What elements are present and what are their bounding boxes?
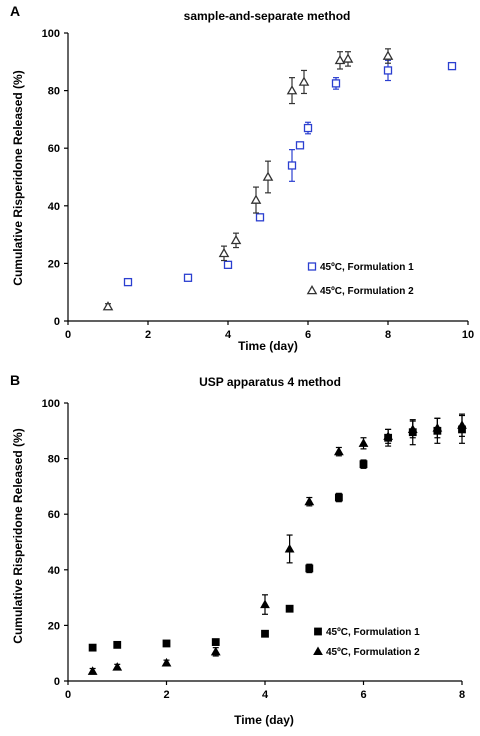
panel-a-x-tick-label: 4 — [225, 329, 232, 341]
panel-a-data-point — [342, 53, 354, 63]
panel-b-data-point — [383, 431, 394, 440]
panel-b-data-point — [284, 543, 295, 553]
panel-b-letter: B — [10, 372, 20, 388]
panel-b-data-point — [285, 604, 294, 613]
panel-a-data-point — [102, 301, 114, 311]
panel-a-data-point — [298, 76, 310, 86]
panel-b-data-point — [304, 496, 315, 506]
panel-a-x-tick-label: 8 — [385, 329, 391, 341]
panel-b-x-tick-label: 6 — [360, 689, 366, 701]
panel-a-data-point — [218, 247, 230, 258]
panel-b-y-tick-label: 0 — [54, 676, 60, 688]
panel-a-data-point — [255, 213, 265, 222]
panel-a-letter: A — [10, 3, 20, 19]
panel-a-data-point — [250, 194, 262, 204]
panel-a-series-1 — [123, 59, 457, 287]
panel-b-data-point — [333, 446, 344, 456]
panel-b-data-point — [211, 638, 220, 646]
panel-b-x-tick-label: 2 — [163, 689, 169, 701]
panel-a-y-tick-label: 20 — [48, 258, 60, 270]
panel-a-data-point — [223, 260, 233, 269]
panel-b-legend-label: 45ºC, Formulation 2 — [326, 647, 420, 658]
panel-b-data-point — [334, 493, 343, 502]
panel-b-data-point — [112, 662, 123, 671]
panel-a-data-point — [230, 234, 242, 245]
panel-a-x-axis-label: Time (day) — [238, 339, 298, 353]
panel-a-title: sample-and-separate method — [184, 9, 351, 23]
panel-a-y-tick-label: 0 — [54, 316, 60, 328]
panel-b-data-point — [88, 643, 97, 652]
panel-b-data-point — [359, 460, 368, 469]
panel-a-data-point — [295, 141, 305, 150]
panel-a-y-tick-label: 40 — [48, 201, 60, 213]
panel-a-data-point — [262, 171, 274, 181]
panel-b-x-tick-label: 8 — [459, 689, 465, 701]
panel-a-legend-label: 45ºC, Formulation 2 — [320, 286, 414, 297]
panel-a-y-axis-label: Cumulative Risperidone Released (%) — [11, 70, 25, 285]
panel-b-data-point — [305, 564, 314, 573]
panel-a-series-2 — [102, 48, 394, 311]
panel-b-y-tick-label: 60 — [48, 509, 60, 521]
panel-b-data-point — [113, 640, 122, 649]
panel-b-legend-marker — [314, 627, 322, 636]
panel-b-data-point — [432, 423, 443, 432]
panel-a-data-point — [331, 79, 341, 88]
panel-b-x-tick-label: 4 — [262, 689, 269, 701]
panel-a-data-point — [303, 123, 313, 133]
panel-b-data-point — [162, 639, 171, 648]
panel-b-series-2 — [87, 413, 467, 675]
panel-a-data-point — [382, 50, 394, 60]
panel-b-legend-marker — [313, 646, 323, 656]
panel-a-x-tick-label: 10 — [462, 329, 474, 341]
panel-a-y-tick-label: 60 — [48, 143, 60, 155]
panel-b-y-tick-label: 40 — [48, 565, 60, 577]
panel-b-data-point — [260, 599, 270, 609]
panel-a-data-point — [183, 273, 193, 282]
panel-a-legend-marker — [306, 284, 318, 295]
panel-a-y-tick-label: 100 — [42, 28, 60, 40]
panel-a-data-point — [123, 277, 133, 287]
panel-b-y-tick-label: 20 — [48, 620, 60, 632]
panel-b-data-point — [457, 420, 467, 429]
panel-a-legend-marker — [307, 262, 317, 271]
panel-b-data-point — [407, 424, 418, 433]
panel-b-y-tick-label: 80 — [48, 454, 60, 466]
panel-a-x-tick-label: 0 — [65, 329, 71, 341]
panel-b-x-axis-label: Time (day) — [234, 713, 294, 727]
panel-a-data-point — [286, 85, 298, 95]
panel-b-x-tick-label: 0 — [65, 689, 71, 701]
panel-a-y-tick-label: 80 — [48, 86, 60, 98]
panel-b-title: USP apparatus 4 method — [199, 375, 341, 389]
panel-a-x-tick-label: 2 — [145, 329, 151, 341]
panel-b-data-point — [161, 657, 172, 667]
panel-a-data-point — [287, 161, 297, 170]
panel-a-data-point — [334, 54, 346, 65]
panel-a-data-point — [447, 61, 457, 71]
panel-b-data-point — [358, 438, 369, 447]
panel-b-data-point — [210, 646, 221, 656]
panel-b-data-point — [261, 629, 269, 638]
panel-b-legend-label: 45ºC, Formulation 1 — [326, 627, 420, 638]
panel-b-series-1 — [88, 414, 466, 652]
panel-b-data-point — [87, 666, 98, 675]
panel-a-data-point — [383, 66, 393, 75]
panel-b-y-tick-label: 100 — [42, 398, 60, 410]
panel-a-x-tick-label: 6 — [305, 329, 311, 341]
panel-a-legend-label: 45ºC, Formulation 1 — [320, 262, 414, 273]
panel-b-y-axis-label: Cumulative Risperidone Released (%) — [11, 428, 25, 643]
